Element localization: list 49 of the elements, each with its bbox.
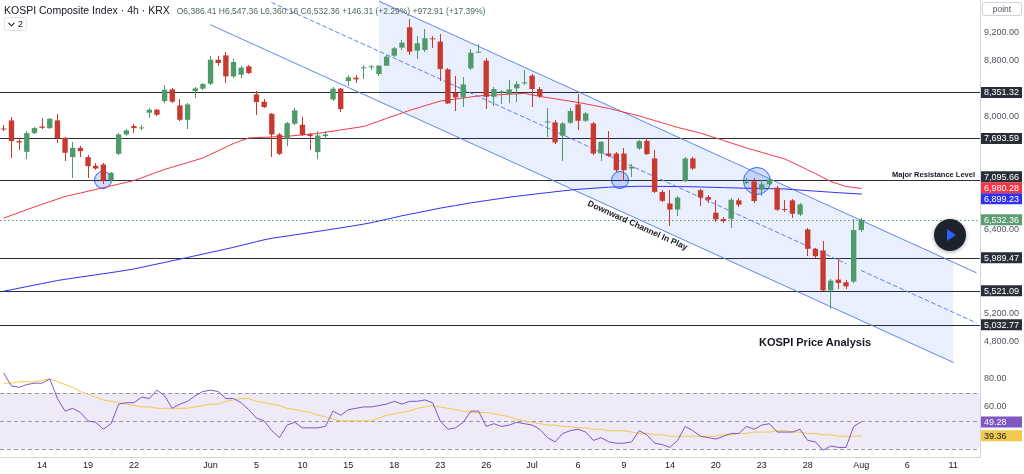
x-tick-label: 23 [756, 460, 767, 471]
y-tick-label: 5,200.00 [984, 307, 1020, 318]
candlestick [498, 90, 505, 104]
x-tick-label: 20 [710, 460, 721, 471]
y-tick-label: 6,400.00 [984, 223, 1020, 234]
ref-line-label: 5,032.77 [984, 319, 1020, 330]
y-tick-label: 9,200.00 [984, 27, 1020, 38]
ref-line-label: 5,989.47 [984, 252, 1020, 263]
x-tick-label: 14 [664, 460, 675, 471]
x-tick-label: 5 [253, 460, 259, 471]
ref-line-label: 5,521.09 [984, 285, 1020, 296]
candlestick [782, 200, 788, 212]
x-tick-label: Jul [526, 460, 538, 471]
x-tick-label: 14 [37, 460, 48, 471]
y-tick-label: 8,800.00 [984, 55, 1020, 66]
x-tick-label: 19 [83, 460, 94, 471]
text: KOSPI Composite Index · 4h · KRX [4, 4, 170, 16]
x-tick-label: 28 [802, 460, 813, 471]
text: 6,899.23 [984, 193, 1020, 204]
candlestick [429, 36, 436, 48]
ref-line-label: 7,095.66 [984, 171, 1020, 182]
x-tick-label: 6 [575, 460, 581, 471]
annotation: KOSPI Price Analysis [759, 336, 872, 348]
y-tick-label: 4,800.00 [984, 335, 1020, 346]
x-tick-label: Aug [853, 460, 870, 471]
x-tick-label: 26 [481, 460, 492, 471]
y-tick-label: 60.00 [984, 401, 1007, 412]
x-tick-label: 10 [297, 460, 308, 471]
dropdown-button: 2 [4, 17, 27, 31]
x-tick-label: 22 [128, 460, 139, 471]
x-tick-label: 23 [435, 460, 446, 471]
x-tick-label: 9 [621, 460, 627, 471]
text: 6,980.28 [984, 182, 1020, 193]
x-tick-label: 18 [389, 460, 400, 471]
candlestick [521, 70, 528, 85]
candlestick [544, 108, 551, 137]
y-axis-title: point [982, 2, 1022, 16]
annotation: 2 [18, 19, 24, 29]
text: 39.36 [984, 430, 1007, 441]
x-tick-label: 11 [948, 460, 958, 471]
ref-line-label: 6,532.36 [984, 214, 1020, 225]
x-tick-label: 15 [343, 460, 354, 471]
ref-line-label: 8,351.32 [984, 87, 1020, 98]
x-tick-label: Jun [203, 460, 218, 471]
x-tick-label: 6 [904, 460, 910, 471]
text: 49.28 [984, 416, 1007, 427]
y-tick-label: 80.00 [984, 373, 1007, 384]
y-tick-label: 8,000.00 [984, 111, 1020, 122]
ref-line-label: 7,693.59 [984, 133, 1020, 144]
